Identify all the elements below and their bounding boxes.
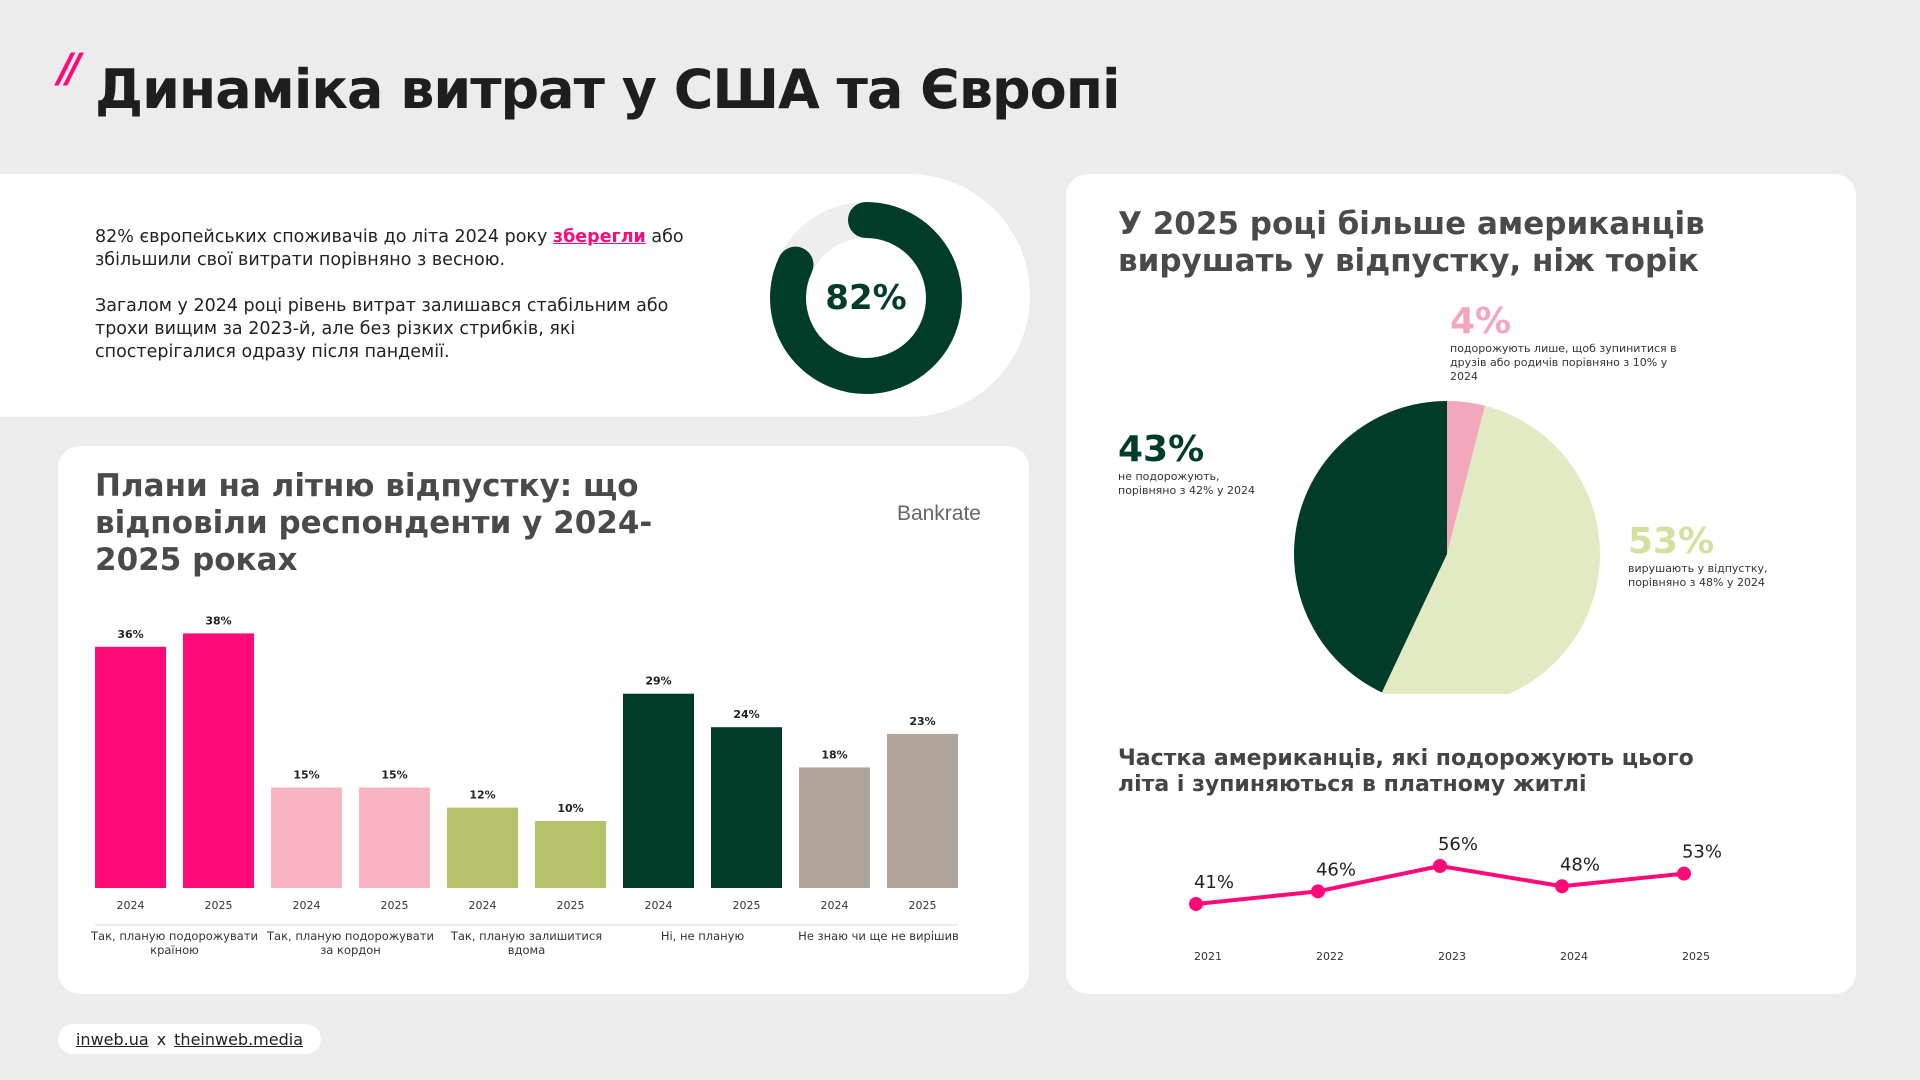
intro-text: 82% європейських споживачів до літа 2024… [95, 226, 695, 364]
line-point [1677, 866, 1691, 881]
bar [623, 693, 694, 888]
pie-slice [1294, 401, 1447, 693]
bar-value-label: 29% [645, 675, 671, 688]
bar-chart-title: Плани на літню відпустку: що відповіли р… [95, 468, 653, 578]
footer-separator: x [156, 1029, 167, 1049]
pie-label-no-travel-desc: не подорожують, порівняно з 42% у 2024 [1118, 470, 1255, 497]
bar [271, 787, 342, 888]
bar-category-line: Так, планую залишитися [450, 929, 602, 943]
bar-year-label: 2025 [205, 899, 233, 912]
intro-highlight-link[interactable]: зберегли [552, 227, 646, 247]
line-year-label: 2021 [1194, 950, 1222, 963]
pie-label-friends-desc: подорожують лише, щоб зупинитися в друзі… [1450, 342, 1677, 383]
line-year-label: 2024 [1560, 950, 1588, 963]
footer-link-inweb[interactable]: inweb.ua [75, 1029, 149, 1049]
bar-year-label: 2024 [821, 899, 849, 912]
right-card: У 2025 році більше американців вирушать … [1066, 174, 1856, 994]
bar-value-label: 24% [733, 708, 759, 721]
bar-value-label: 38% [205, 614, 231, 627]
bar-category-line: Так, планую подорожувати [266, 929, 434, 943]
bar [359, 787, 430, 888]
bar-value-label: 15% [293, 769, 319, 782]
line-point [1189, 897, 1203, 911]
line-chart-svg: 41% 2021 46% 2022 56% 2023 48% 2024 53% 2025 [1189, 834, 1722, 963]
pie-label-friends: 4% подорожують лише, щоб зупинитися в др… [1450, 302, 1690, 384]
bar-year-label: 2025 [733, 899, 761, 912]
pie-slice [1381, 405, 1600, 694]
bar-value-label: 18% [821, 748, 847, 761]
donut-value-arc [770, 202, 962, 394]
bar-category-label: Ні, не планую [661, 929, 745, 943]
bar [447, 807, 518, 888]
donut-chart: 82% [768, 200, 964, 396]
line-point [1555, 879, 1569, 894]
pie-chart-svg [1294, 401, 1600, 694]
bar [535, 821, 606, 888]
footer-link-theinweb[interactable]: theinweb.media [174, 1029, 304, 1049]
intro-p1-after: або збільшили свої витрати порівняно з в… [95, 227, 684, 270]
line-point [1311, 884, 1325, 899]
pie-slice [1447, 401, 1486, 554]
intro-card: 82% європейських споживачів до літа 2024… [0, 174, 1030, 417]
bar-category-line: Так, планую подорожувати [90, 929, 258, 943]
bar-category-line: Не знаю чи ще не вирішив [798, 929, 959, 943]
intro-paragraph-1: 82% європейських споживачів до літа 2024… [95, 226, 695, 272]
line-point [1433, 859, 1447, 873]
bar-value-label: 12% [469, 789, 495, 802]
source-logo: Bankrate [896, 502, 981, 525]
line-chart-title: Частка американців, які подорожують цьог… [1118, 746, 1694, 797]
brand-slashes: // [58, 46, 81, 92]
pie-label-vacation: 53% вирушають у відпустку, порівняно з 4… [1628, 522, 1778, 590]
bar-value-label: 15% [381, 769, 407, 782]
line-value-label: 56% [1438, 834, 1478, 855]
page-title: Динаміка витрат у США та Європі [95, 58, 1121, 121]
bar-year-label: 2024 [469, 899, 497, 912]
bar-category-line: країною [150, 943, 199, 957]
bar-year-label: 2025 [557, 899, 585, 912]
line-year-label: 2022 [1316, 950, 1344, 963]
bar-category-line: Ні, не планую [661, 929, 745, 943]
footer-credits: inweb.ua x theinweb.media [58, 1024, 321, 1054]
bar-value-label: 36% [117, 628, 143, 641]
pie-label-vacation-desc: вирушають у відпустку, порівняно з 48% у… [1628, 562, 1768, 589]
line-value-label: 41% [1194, 872, 1234, 893]
intro-paragraph-2: Загалом у 2024 році рівень витрат залиша… [95, 296, 669, 362]
intro-p1-before: 82% європейських споживачів до літа 2024… [95, 227, 553, 247]
bar [887, 733, 958, 888]
line-value-label: 48% [1560, 854, 1600, 875]
line-year-label: 2023 [1438, 950, 1466, 963]
pie-label-no-travel: 43% не подорожують, порівняно з 42% у 20… [1118, 430, 1268, 498]
bar-value-label: 23% [909, 715, 935, 728]
line-year-label: 2025 [1682, 950, 1710, 963]
pie-label-no-travel-pct: 43% [1118, 429, 1205, 470]
pie-label-vacation-pct: 53% [1628, 521, 1715, 562]
bar-year-label: 2024 [117, 899, 145, 912]
bar [799, 767, 870, 888]
bar [711, 727, 782, 888]
line-value-label: 46% [1316, 859, 1356, 880]
pie-chart-title: У 2025 році більше американців вирушать … [1118, 206, 1705, 279]
bar [183, 633, 254, 888]
bar-category-label: Так, планую подорожувати за кордон [266, 929, 434, 957]
bar-year-label: 2024 [293, 899, 321, 912]
bar-category-label: Не знаю чи ще не вирішив [798, 929, 959, 943]
bar [95, 646, 166, 888]
bar-year-label: 2024 [645, 899, 673, 912]
bar-category-line: за кордон [320, 943, 381, 957]
bar-category-line: вдома [508, 943, 546, 957]
pie-label-friends-pct: 4% [1450, 301, 1512, 342]
bar-value-label: 10% [557, 802, 583, 815]
bar-category-label: Так, планую подорожувати країною [90, 929, 258, 957]
donut-svg [770, 202, 962, 394]
bar-category-label: Так, планую залишитися вдома [450, 929, 602, 957]
bar-chart-card: Плани на літню відпустку: що відповіли р… [58, 446, 1029, 994]
line-value-label: 53% [1682, 842, 1722, 863]
donut-label: 82% [825, 278, 907, 318]
bar-year-label: 2025 [381, 899, 409, 912]
bar-year-label: 2025 [909, 899, 937, 912]
